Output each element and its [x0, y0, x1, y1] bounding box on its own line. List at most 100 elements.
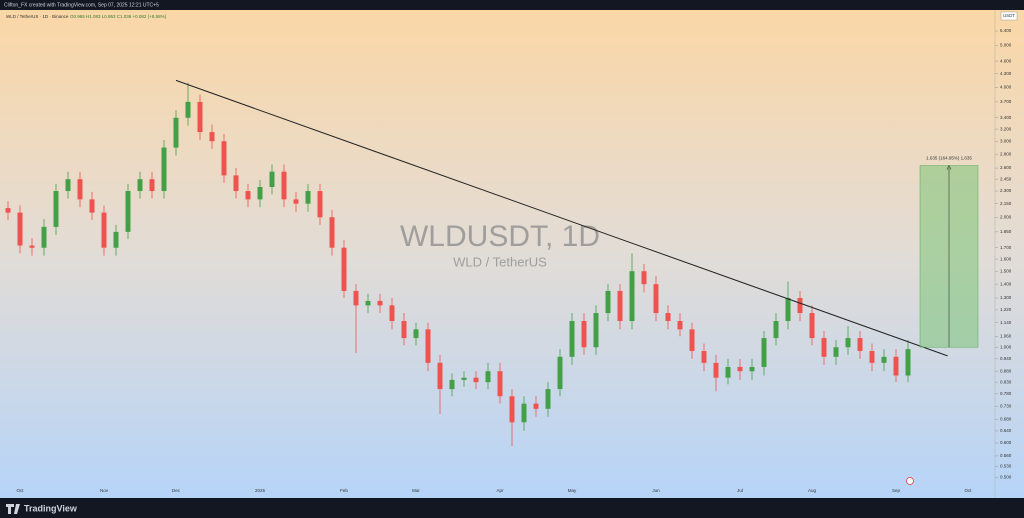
trendline [175, 79, 948, 357]
symbol-info: WLD / TetherUS · 1D · Binance [6, 14, 69, 19]
candle-body [17, 212, 23, 246]
candle-body [401, 321, 407, 339]
candle-body [605, 290, 611, 314]
y-tick-label: 1.220 [1000, 307, 1012, 312]
candle-body [221, 141, 227, 176]
header: Clifton_FX created with TradingView.com,… [4, 2, 159, 8]
y-tick-label: 0.830 [1000, 379, 1012, 384]
candle-body [797, 298, 803, 314]
candle-body [641, 271, 647, 285]
candle-body [749, 366, 755, 372]
measure-label: 1.635 (164.95%) 1,635 [926, 156, 972, 161]
y-tick-label: 1.140 [1000, 320, 1012, 325]
candle-body [425, 329, 431, 363]
candle-body [773, 321, 779, 339]
candle-body [41, 226, 47, 248]
candle-body [905, 349, 911, 376]
event-icon[interactable] [906, 477, 914, 485]
candle-body [89, 199, 95, 213]
x-tick-label: Jul [737, 488, 743, 493]
candle-body [113, 231, 119, 248]
candle-body [5, 208, 11, 213]
x-tick-label: Mar [412, 488, 420, 493]
candle-body [389, 305, 395, 322]
candle-body [473, 377, 479, 383]
y-tick-label: 0.940 [1000, 356, 1012, 361]
candle-body [77, 179, 83, 200]
y-tick-label: 0.560 [1000, 453, 1012, 458]
x-tick-label: Dec [172, 488, 181, 493]
measure-arrowhead [946, 164, 952, 170]
candle-body [485, 371, 491, 383]
candle-body [833, 347, 839, 357]
candle-body [209, 132, 215, 142]
candle-body [845, 338, 851, 348]
y-tick-label: 5.000 [1000, 43, 1012, 48]
candle-body [821, 338, 827, 357]
currency-box [1000, 11, 1018, 21]
candle-body [377, 300, 383, 306]
candle-body [233, 175, 239, 192]
y-tick-label: 3.400 [1000, 115, 1012, 120]
candle-body [869, 351, 875, 363]
candle-body [497, 371, 503, 397]
candle-body [257, 187, 263, 200]
y-tick-label: 0.680 [1000, 417, 1012, 422]
y-tick-label: 0.730 [1000, 403, 1012, 408]
y-tick-label: 3.200 [1000, 126, 1012, 131]
x-tick-label: Oct [16, 488, 24, 493]
candle-body [173, 117, 179, 148]
candle-body [629, 271, 635, 322]
candle-body [617, 290, 623, 322]
candle-body [353, 290, 359, 306]
candle-body [149, 179, 155, 192]
y-tick-label: 2.150 [1000, 201, 1012, 206]
candle-body [521, 403, 527, 423]
candle-body [653, 284, 659, 314]
y-tick-label: 1.060 [1000, 333, 1012, 338]
candle-body [317, 191, 323, 218]
candle-body [293, 199, 299, 204]
candle-body [665, 313, 671, 322]
candle-body [305, 191, 311, 204]
candle-body [689, 329, 695, 352]
y-tick-label: 3.000 [1000, 138, 1012, 143]
watermark-subtitle: WLD / TetherUS [453, 254, 547, 269]
candle-body [29, 245, 35, 248]
candle-body [713, 362, 719, 378]
candle-body [761, 338, 767, 367]
candle-body [245, 191, 251, 200]
candle-body [785, 298, 791, 322]
candle-body [581, 321, 587, 348]
y-tick-label: 3.700 [1000, 99, 1012, 104]
candle-body [533, 403, 539, 409]
candle-body [329, 217, 335, 248]
footer: TradingView [24, 503, 78, 513]
candle-body [197, 101, 203, 133]
y-tick-label: 4.600 [1000, 58, 1012, 63]
x-tick-label: Nov [100, 488, 109, 493]
candle-body [437, 362, 443, 390]
y-tick-label: 1.600 [1000, 256, 1012, 261]
x-tick-label: Aug [808, 488, 817, 493]
y-tick-label: 2.600 [1000, 165, 1012, 170]
y-tick-label: 2.000 [1000, 214, 1012, 219]
candle-body [101, 212, 107, 248]
x-tick-label: May [568, 488, 577, 493]
y-tick-label: 1.700 [1000, 245, 1012, 250]
candle-body [557, 356, 563, 390]
candle-body [269, 171, 275, 188]
candle-body [341, 247, 347, 291]
x-tick-label: Oct [964, 488, 972, 493]
candle-body [545, 389, 551, 409]
y-tick-label: 1.000 [1000, 344, 1012, 349]
y-tick-label: 1.300 [1000, 295, 1012, 300]
candle-body [569, 321, 575, 357]
currency: USDT [1003, 13, 1016, 18]
candle-body [509, 396, 515, 423]
candle-body [65, 179, 71, 192]
candle-body [677, 321, 683, 330]
y-tick-label: 0.780 [1000, 391, 1012, 396]
candle-body [737, 366, 743, 372]
candle-body [449, 379, 455, 390]
